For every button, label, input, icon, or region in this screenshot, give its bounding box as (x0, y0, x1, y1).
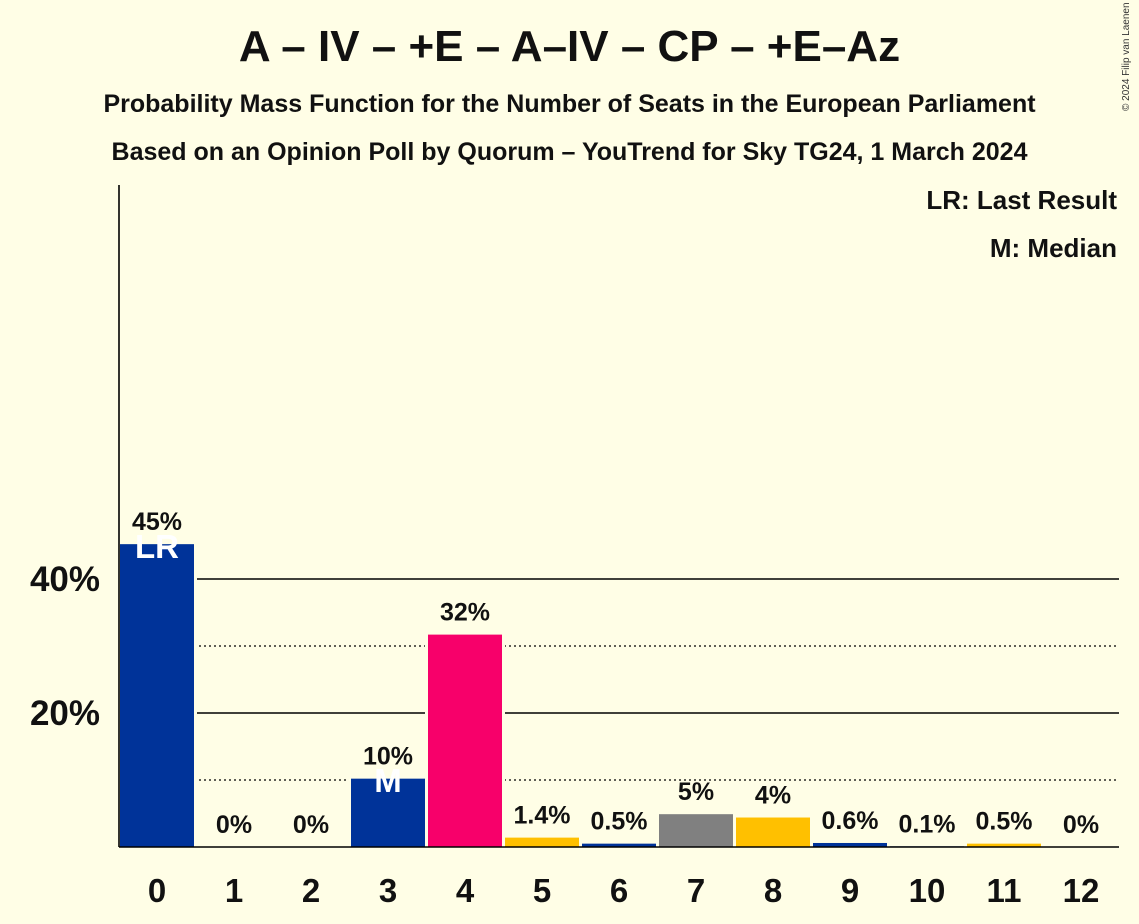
data-label-7: 5% (678, 778, 714, 806)
x-tick-label-0: 0 (148, 872, 166, 909)
data-label-11: 0.5% (976, 808, 1033, 836)
chart-subtitle: Probability Mass Function for the Number… (103, 90, 1036, 118)
data-label-12: 0% (1063, 811, 1099, 839)
bar-3 (351, 778, 425, 847)
data-label-5: 1.4% (514, 802, 571, 830)
data-label-8: 4% (755, 782, 791, 810)
x-tick-label-11: 11 (987, 872, 1022, 909)
x-tick-label-12: 12 (1063, 872, 1100, 909)
bar-11 (967, 843, 1041, 847)
data-label-0: 45% (132, 508, 182, 536)
bar-9 (813, 842, 887, 847)
bars-group: 45% 0% 0% 10% 32% 1.4% 0.5% 5% 4% 0.6% 0.1% 0.5% 0% L… (117, 508, 1099, 847)
x-tick-label-9: 9 (841, 872, 859, 909)
data-label-9: 0.6% (822, 807, 879, 835)
data-label-1: 0% (216, 811, 252, 839)
data-label-6: 0.5% (591, 808, 648, 836)
x-tick-label-8: 8 (764, 872, 782, 909)
legend-entry-0: LR: Last Result (926, 185, 1117, 215)
x-tick-label-6: 6 (610, 872, 628, 909)
x-tick-label-1: 1 (225, 872, 243, 909)
data-label-10: 0.1% (899, 810, 956, 838)
chart-source-line: Based on an Opinion Poll by Quorum – You… (111, 138, 1028, 166)
bar-6 (582, 843, 656, 847)
data-label-2: 0% (293, 811, 329, 839)
bar-4 (428, 634, 502, 847)
grid-lines (119, 578, 1119, 781)
data-label-3: 10% (363, 743, 413, 771)
legend-entry-1: M: Median (990, 233, 1117, 263)
bar-0 (120, 544, 194, 847)
x-tick-label-3: 3 (379, 872, 397, 909)
data-label-4: 32% (440, 599, 490, 627)
bar-5 (505, 837, 579, 847)
x-tick-label-2: 2 (302, 872, 320, 909)
y-tick-label-20: 20% (30, 694, 100, 733)
x-tick-label-7: 7 (687, 872, 705, 909)
bar-marker-lr: LR (135, 528, 179, 565)
y-tick-label-40: 40% (30, 560, 100, 599)
bar-marker-m: M (374, 762, 402, 799)
legend: LR: Last Result M: Median (926, 185, 1117, 263)
x-tick-label-4: 4 (456, 872, 475, 909)
bar-8 (736, 817, 810, 847)
bar-7 (659, 814, 733, 847)
chart-title: A – IV – +E – A–IV – CP – +E–Az (238, 22, 901, 71)
x-tick-label-5: 5 (533, 872, 551, 909)
x-tick-label-10: 10 (909, 872, 946, 909)
bar-backdrop (887, 843, 967, 847)
